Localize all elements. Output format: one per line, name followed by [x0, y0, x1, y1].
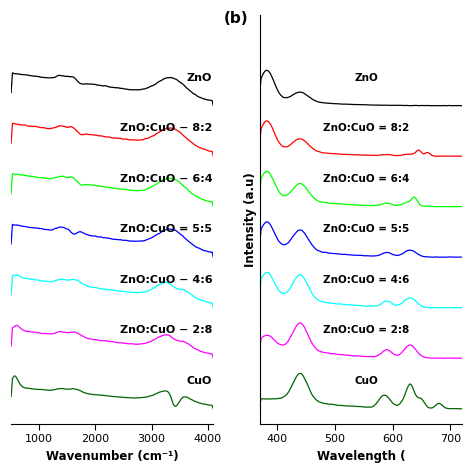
X-axis label: Wavenumber (cm⁻¹): Wavenumber (cm⁻¹)	[46, 450, 179, 463]
Text: ZnO:CuO − 6:4: ZnO:CuO − 6:4	[119, 174, 212, 184]
Text: ZnO:CuO − 4:6: ZnO:CuO − 4:6	[119, 275, 212, 285]
Text: ZnO:CuO − 8:2: ZnO:CuO − 8:2	[120, 123, 212, 133]
Text: CuO: CuO	[355, 376, 378, 386]
Text: ZnO: ZnO	[187, 73, 212, 83]
Text: ZnO:CuO = 5:5: ZnO:CuO = 5:5	[323, 225, 410, 235]
Text: ZnO: ZnO	[355, 73, 378, 83]
Text: ZnO:CuO = 5:5: ZnO:CuO = 5:5	[120, 225, 212, 235]
Text: ZnO:CuO = 4:6: ZnO:CuO = 4:6	[323, 275, 410, 285]
X-axis label: Wavelength (: Wavelength (	[317, 450, 405, 463]
Text: (b): (b)	[223, 11, 248, 26]
Y-axis label: Intensity (a.u): Intensity (a.u)	[244, 172, 257, 267]
Text: ZnO:CuO = 2:8: ZnO:CuO = 2:8	[323, 326, 410, 336]
Text: CuO: CuO	[187, 376, 212, 386]
Text: ZnO:CuO − 2:8: ZnO:CuO − 2:8	[120, 326, 212, 336]
Text: ZnO:CuO = 8:2: ZnO:CuO = 8:2	[323, 123, 410, 133]
Text: ZnO:CuO = 6:4: ZnO:CuO = 6:4	[323, 174, 410, 184]
